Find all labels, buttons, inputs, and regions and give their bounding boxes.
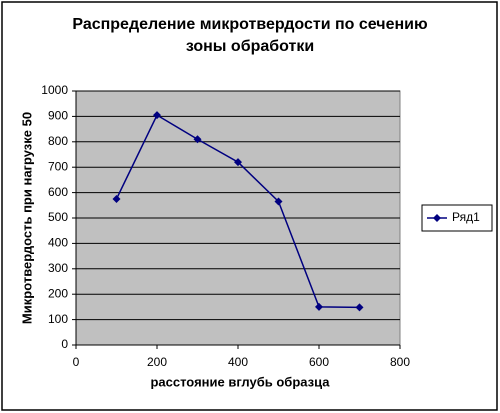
legend-label: Ряд1: [452, 210, 480, 224]
y-tick-label: 200: [48, 286, 68, 300]
data-point: [153, 111, 161, 120]
x-tick-label: 600: [309, 355, 329, 369]
y-tick-label: 0: [61, 337, 68, 351]
data-point: [355, 303, 364, 312]
y-tick-label: 100: [48, 312, 68, 326]
x-tick-label: 400: [228, 355, 248, 369]
data-point: [315, 302, 323, 311]
data-point: [274, 197, 283, 206]
y-tick-label: 400: [48, 236, 68, 250]
data-point: [234, 158, 242, 167]
y-tick-label: 700: [48, 159, 68, 173]
chart-title: Распределение микротвердости по сечению …: [72, 16, 428, 55]
y-tick-label: 600: [48, 185, 68, 199]
data-point: [112, 194, 121, 203]
y-tick-label: 300: [48, 261, 68, 275]
y-tick-label: 1000: [41, 83, 68, 97]
y-tick-label: 900: [48, 109, 68, 123]
y-tick-label: 500: [48, 210, 68, 224]
data-point: [193, 135, 202, 144]
x-tick-label: 200: [147, 355, 167, 369]
legend-marker: [433, 214, 441, 222]
x-axis-label: расстояние вглубь образца: [150, 374, 330, 389]
y-axis-label: Микротвердость при нагрузке 50: [19, 112, 34, 324]
y-tick-label: 800: [48, 134, 68, 148]
x-tick-label: 0: [73, 355, 80, 369]
x-tick-label: 800: [390, 355, 410, 369]
